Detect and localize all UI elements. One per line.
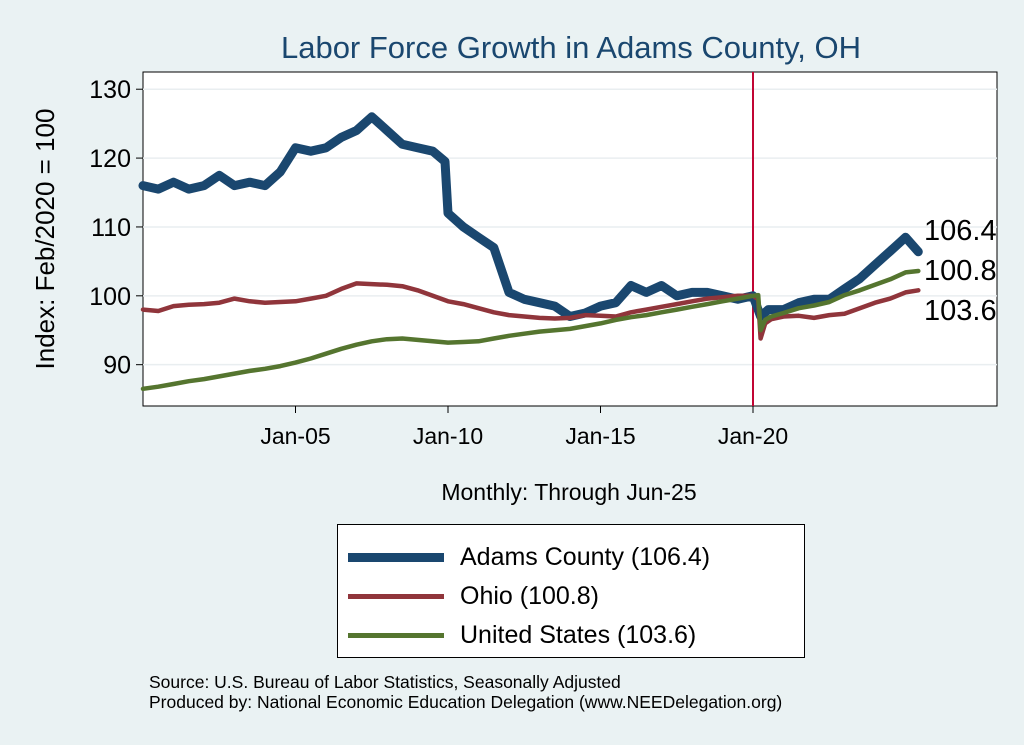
- legend-swatch-ohio: [348, 593, 444, 599]
- series-line-united-states: [140, 268, 921, 392]
- chart-title: Labor Force Growth in Adams County, OH: [281, 30, 861, 65]
- legend-swatch-united-states: [348, 632, 444, 638]
- end-label-united-states: 103.6: [924, 295, 997, 327]
- x-tick-label-Jan-15: Jan-15: [565, 423, 635, 449]
- plot-area: [142, 71, 998, 407]
- y-tick-label-110: 110: [91, 214, 131, 242]
- legend-label-adams-county: Adams County (106.4): [460, 542, 711, 571]
- series-line-ohio: [140, 281, 921, 341]
- x-tick-label-Jan-20: Jan-20: [718, 423, 788, 449]
- producer-note: Produced by: National Economic Education…: [149, 692, 783, 712]
- legend-label-united-states: United States (103.6): [460, 620, 697, 649]
- legend-item-ohio: Ohio (100.8): [348, 578, 599, 614]
- legend-item-united-states: United States (103.6): [348, 617, 696, 653]
- x-tick-label-Jan-05: Jan-05: [260, 423, 330, 449]
- legend-label-ohio: Ohio (100.8): [460, 581, 599, 610]
- y-tick-label-90: 90: [103, 352, 131, 380]
- x-axis-label: Monthly: Through Jun-25: [441, 479, 696, 505]
- end-label-ohio: 100.8: [924, 255, 997, 287]
- legend-swatch-adams-county: [348, 552, 444, 562]
- x-axis: Jan-05 Jan-10 Jan-15 Jan-20: [260, 406, 788, 449]
- y-axis: 90 100 110 120 130: [89, 76, 143, 380]
- gridlines: [143, 88, 997, 366]
- end-labels: 106.4 100.8 103.6: [924, 215, 997, 327]
- y-axis-label: Index: Feb/2020 = 100: [30, 109, 60, 370]
- y-tick-label-100: 100: [89, 283, 131, 311]
- y-tick-label-120: 120: [89, 145, 131, 173]
- source-note: Source: U.S. Bureau of Labor Statistics,…: [149, 672, 621, 692]
- chart-notes: Source: U.S. Bureau of Labor Statistics,…: [149, 672, 782, 712]
- series-lines: [138, 112, 923, 392]
- legend-item-adams-county: Adams County (106.4): [348, 539, 710, 575]
- y-tick-label-130: 130: [89, 76, 131, 104]
- legend: Adams County (106.4) Ohio (100.8) United…: [337, 524, 805, 658]
- end-label-adams-county: 106.4: [924, 215, 997, 247]
- x-tick-label-Jan-10: Jan-10: [413, 423, 483, 449]
- series-line-adams-county: [138, 112, 923, 321]
